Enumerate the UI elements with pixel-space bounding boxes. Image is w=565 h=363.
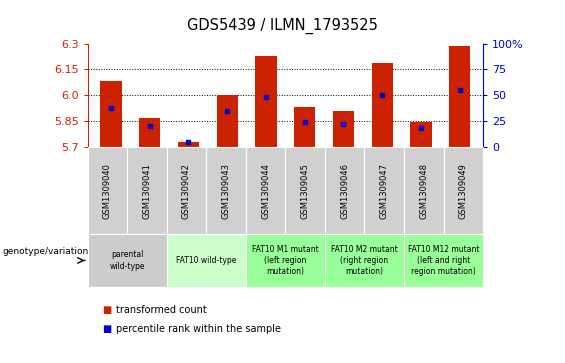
Text: GDS5439 / ILMN_1793525: GDS5439 / ILMN_1793525 — [187, 18, 378, 34]
Bar — [410, 122, 432, 147]
Text: GSM1309042: GSM1309042 — [182, 163, 191, 219]
Bar — [255, 56, 277, 147]
Text: genotype/variation: genotype/variation — [3, 247, 89, 256]
Text: GSM1309045: GSM1309045 — [301, 163, 310, 219]
Bar — [216, 95, 238, 147]
Text: transformed count: transformed count — [116, 305, 207, 315]
Bar — [294, 107, 315, 147]
Text: parental
wild-type: parental wild-type — [110, 250, 145, 270]
Text: FAT10 wild-type: FAT10 wild-type — [176, 256, 236, 265]
Text: GSM1309043: GSM1309043 — [221, 163, 231, 219]
Bar — [449, 46, 471, 147]
Text: FAT10 M12 mutant
(left and right
region mutation): FAT10 M12 mutant (left and right region … — [408, 245, 479, 276]
Bar — [372, 62, 393, 147]
Text: GSM1309044: GSM1309044 — [261, 163, 270, 219]
Text: FAT10 M2 mutant
(right region
mutation): FAT10 M2 mutant (right region mutation) — [331, 245, 398, 276]
Bar — [333, 111, 354, 147]
Text: GSM1309040: GSM1309040 — [103, 163, 112, 219]
Text: percentile rank within the sample: percentile rank within the sample — [116, 323, 281, 334]
Text: GSM1309049: GSM1309049 — [459, 163, 468, 219]
Text: ■: ■ — [102, 305, 111, 315]
Bar — [139, 118, 160, 147]
Text: ■: ■ — [102, 323, 111, 334]
Text: FAT10 M1 mutant
(left region
mutation): FAT10 M1 mutant (left region mutation) — [252, 245, 319, 276]
Text: GSM1309046: GSM1309046 — [340, 163, 349, 219]
Bar — [178, 142, 199, 147]
Text: GSM1309048: GSM1309048 — [419, 163, 428, 219]
Text: GSM1309047: GSM1309047 — [380, 163, 389, 219]
Text: GSM1309041: GSM1309041 — [142, 163, 151, 219]
Bar — [100, 81, 121, 147]
